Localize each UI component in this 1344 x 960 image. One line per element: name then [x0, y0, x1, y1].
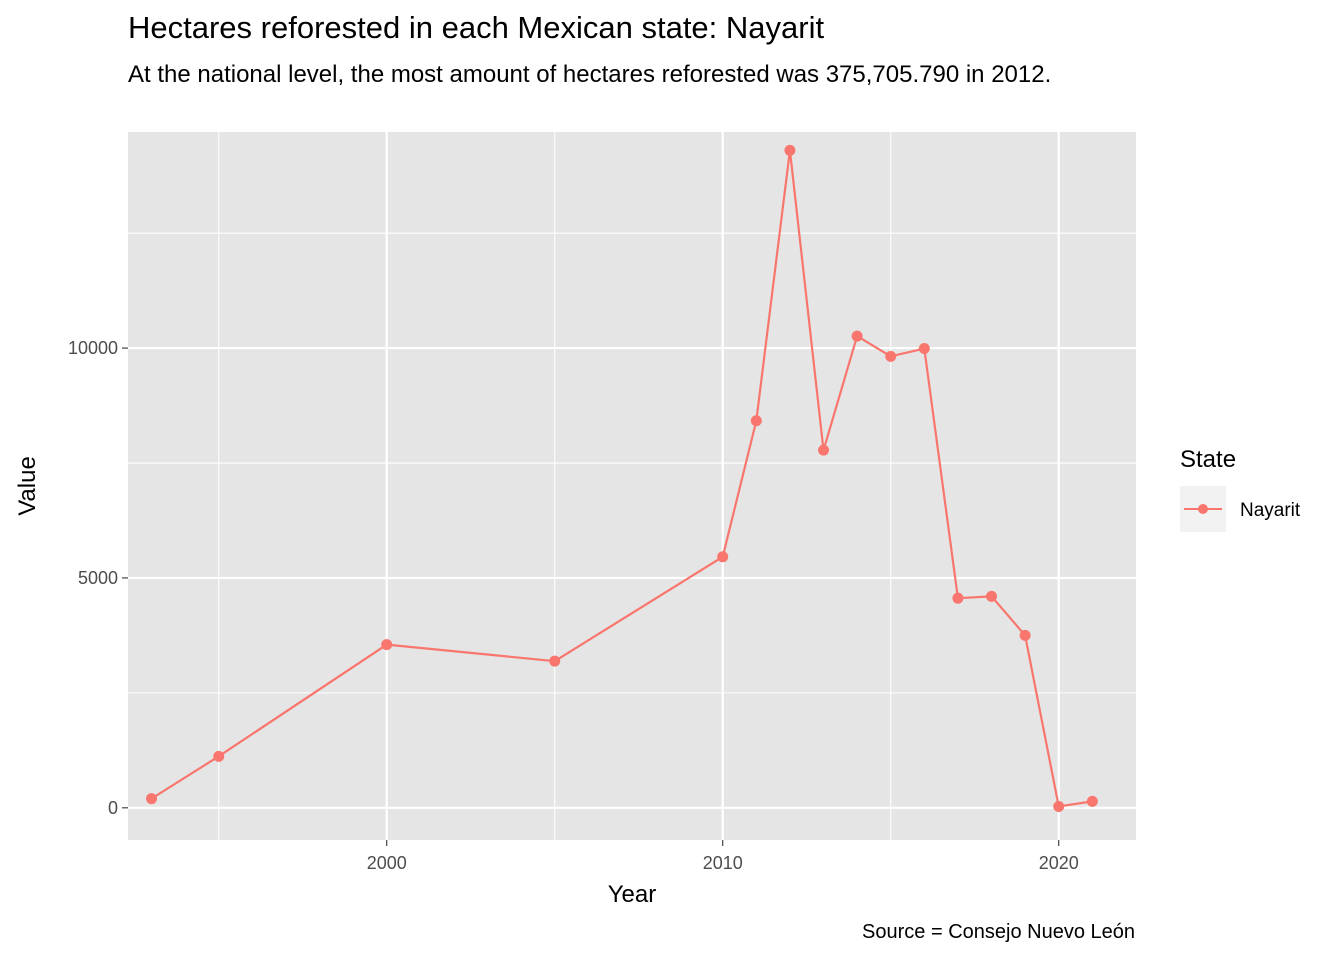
data-point	[952, 592, 964, 604]
chart-subtitle: At the national level, the most amount o…	[128, 61, 1052, 88]
data-point	[1019, 629, 1031, 641]
x-axis-title: Year	[608, 881, 657, 908]
series-layer	[146, 144, 1098, 812]
x-tick-label: 2020	[1039, 853, 1079, 873]
x-tick-label: 2000	[367, 853, 407, 873]
y-tick-label: 5000	[78, 568, 118, 588]
series-line-nayarit	[150, 149, 1093, 808]
y-tick-label: 0	[108, 798, 118, 818]
major-gridlines	[128, 132, 1136, 840]
legend-label-nayarit: Nayarit	[1240, 500, 1301, 521]
data-point	[851, 330, 863, 342]
x-tick-label: 2010	[703, 853, 743, 873]
data-point	[146, 793, 158, 805]
data-point	[213, 750, 225, 762]
data-point	[549, 655, 561, 667]
data-point	[986, 590, 998, 602]
legend-title: State	[1180, 446, 1236, 473]
y-axis: 0 5000 10000	[68, 338, 128, 818]
minor-gridlines	[128, 132, 1136, 840]
source-caption: Source = Consejo Nuevo León	[862, 921, 1135, 943]
data-point	[750, 415, 762, 427]
chart-title: Hectares reforested in each Mexican stat…	[128, 10, 825, 45]
data-point	[717, 551, 729, 563]
data-point	[784, 144, 796, 156]
data-point	[1086, 795, 1098, 807]
x-axis: 2000 2010 2020	[367, 840, 1079, 873]
legend: State Nayarit	[1180, 446, 1301, 532]
data-point	[1053, 800, 1065, 812]
legend-key-point	[1198, 504, 1208, 514]
data-point	[381, 639, 393, 651]
data-point	[918, 343, 930, 355]
plot-panel	[128, 132, 1136, 840]
data-point	[818, 444, 830, 456]
y-axis-title: Value	[14, 456, 41, 516]
data-point	[885, 350, 897, 362]
y-tick-label: 10000	[68, 338, 118, 358]
